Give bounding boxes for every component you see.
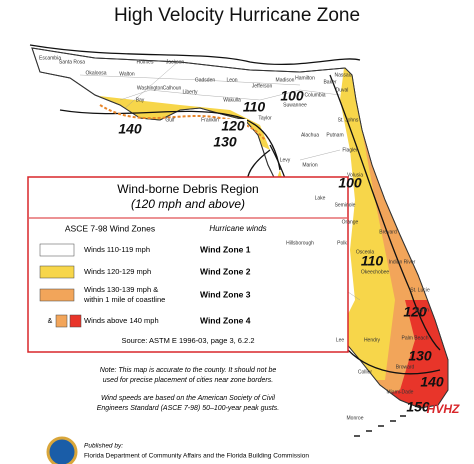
contour-label: 140: [420, 374, 444, 390]
county: Franklin: [201, 117, 219, 123]
county: Santa Rosa: [59, 59, 85, 65]
county: Lee: [336, 337, 345, 343]
county: Monroe: [347, 415, 364, 421]
zone: Wind Zone 3: [200, 289, 251, 299]
county: Nassau: [335, 72, 352, 78]
county: Taylor: [258, 115, 272, 121]
ampersand: &: [48, 318, 53, 325]
county: Broward: [396, 364, 415, 370]
county: Okaloosa: [85, 70, 106, 76]
county: Gulf: [165, 117, 175, 123]
county: Suwannee: [283, 102, 307, 108]
col-header: Hurricane winds: [209, 224, 266, 233]
county: Alachua: [301, 132, 319, 138]
winds: Winds 120-129 mph: [84, 267, 151, 276]
county: Palm Beach: [402, 335, 429, 341]
legend-title: Wind-borne Debris Region: [117, 182, 258, 196]
publisher-name: Florida Department of Community Affairs …: [84, 453, 309, 460]
note: used for precise placement of cities nea…: [103, 377, 273, 384]
county: Jackson: [166, 59, 185, 65]
winds: Winds above 140 mph: [84, 316, 159, 325]
keys: [354, 415, 406, 437]
county: Walton: [119, 71, 135, 77]
county: Collier: [358, 369, 373, 375]
zone: Wind Zone 4: [200, 315, 251, 325]
zone: Wind Zone 1: [200, 244, 251, 254]
county: Columbia: [304, 92, 325, 98]
county: Putnam: [326, 132, 343, 138]
legend-subtitle: (120 mph and above): [131, 197, 245, 211]
county: Hillsborough: [286, 240, 314, 246]
coast-line: [99, 104, 266, 141]
county: Seminole: [335, 202, 356, 208]
county: Volusia: [347, 172, 363, 178]
note: Note: This map is accurate to the county…: [100, 367, 277, 374]
county: Holmes: [137, 59, 154, 65]
swatch: [39, 265, 75, 279]
county: Martin: [415, 307, 429, 313]
swatch: [55, 314, 68, 328]
county: Baker: [323, 79, 336, 85]
county: Brevard: [379, 229, 397, 235]
county: Levy: [280, 157, 291, 163]
county: Orange: [342, 219, 359, 225]
hvhz: HVHZ: [427, 402, 460, 416]
county: Miami-Dade: [387, 389, 414, 395]
county: Marion: [302, 162, 318, 168]
county: Osceola: [356, 249, 375, 255]
county: Gadsden: [195, 77, 216, 83]
logo: [46, 436, 78, 464]
col-header: ASCE 7-98 Wind Zones: [65, 223, 155, 233]
county: Hendry: [364, 337, 381, 343]
note: Wind speeds are based on the American So…: [101, 395, 275, 402]
swatch: [69, 314, 82, 328]
title: High Velocity Hurricane Zone: [114, 5, 360, 26]
county: Okeechobee: [361, 269, 390, 275]
publisher-label: Published by:: [84, 443, 123, 450]
contour-label: 130: [408, 348, 432, 364]
county: Hamilton: [295, 75, 315, 81]
contour-label: 140: [118, 121, 142, 137]
county: Lake: [315, 195, 326, 201]
county: Madison: [276, 77, 295, 83]
winds: within 1 mile of coastline: [83, 295, 165, 304]
contour-label: 150: [406, 399, 430, 415]
source: Source: ASTM E 1996-03, page 3, 6.2.2: [121, 336, 254, 345]
county: Polk: [337, 240, 347, 246]
legend-box: [27, 176, 349, 353]
county: St. Johns: [338, 117, 359, 123]
county: Indian River: [389, 259, 416, 265]
county: Leon: [226, 77, 237, 83]
swatch: [39, 288, 75, 302]
contour-label: 110: [361, 253, 384, 269]
winds: Winds 130-139 mph &: [84, 285, 158, 294]
label-bg: [220, 119, 247, 135]
county: St. Lucie: [410, 287, 430, 293]
county: Flagler: [342, 147, 358, 153]
contour-label: 130: [213, 134, 237, 150]
winds: Winds 110-119 mph: [84, 245, 150, 254]
contour-label: 120: [221, 118, 245, 134]
county: Liberty: [182, 89, 198, 95]
swatch: [39, 243, 75, 257]
county: Jefferson: [252, 83, 273, 89]
note: Engineers Standard (ASCE 7-98) 50–100-ye…: [97, 405, 280, 412]
contour-label: 100: [280, 88, 304, 104]
county: Duval: [336, 87, 349, 93]
zone: Wind Zone 2: [200, 266, 251, 276]
county: Calhoun: [163, 85, 182, 91]
contour-label: 100: [338, 175, 362, 191]
contour-label: 110: [243, 99, 266, 115]
county: Escambia: [39, 55, 61, 61]
contour-label: 120: [403, 304, 427, 320]
county: Washington: [137, 85, 163, 91]
county: Wakulla: [223, 97, 241, 103]
county: Bay: [136, 97, 145, 103]
